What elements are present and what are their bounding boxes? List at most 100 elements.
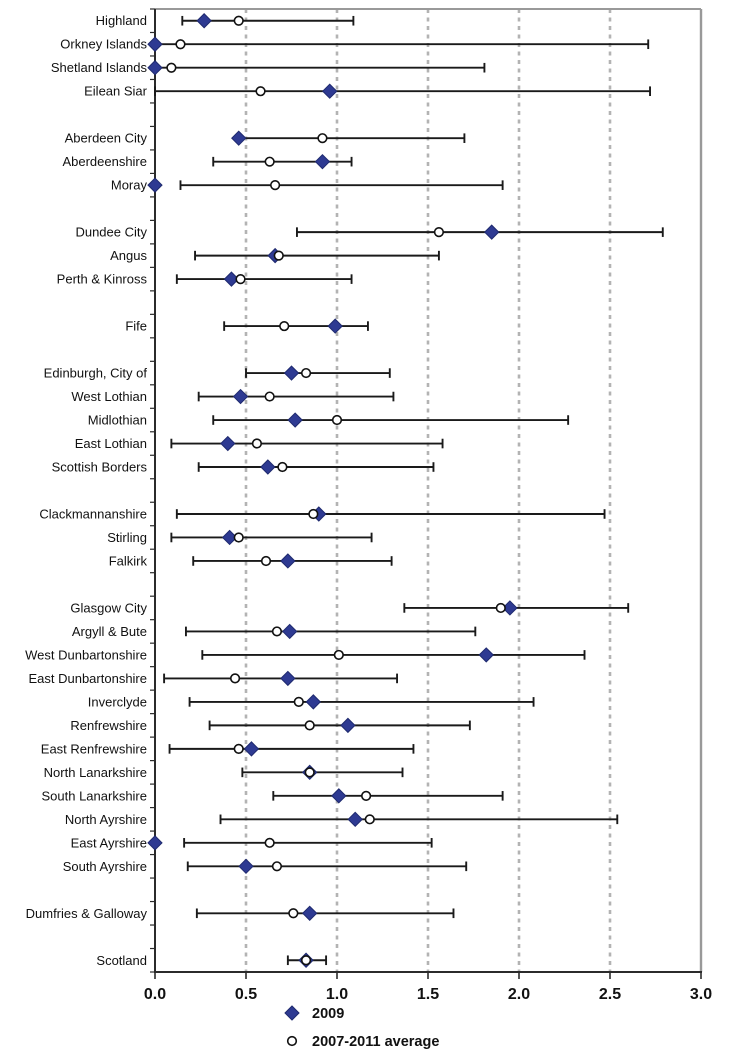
avg-circle-marker <box>333 649 344 661</box>
area-label: Scottish Borders <box>52 460 148 475</box>
area-label: Renfrewshire <box>70 718 147 733</box>
diamond-2009-marker <box>147 36 163 52</box>
data-row: North Lanarkshire <box>44 764 404 781</box>
area-label: Dumfries & Galloway <box>26 906 148 921</box>
data-row: Inverclyde <box>88 694 535 710</box>
avg-circle-marker <box>293 696 304 707</box>
area-label: Fife <box>125 319 147 334</box>
diamond-2009-marker <box>281 623 298 640</box>
area-label: East Renfrewshire <box>41 741 147 756</box>
area-label: Falkirk <box>109 553 148 568</box>
area-label: East Ayrshire <box>71 835 147 850</box>
diamond-2009-marker <box>280 553 296 569</box>
avg-circle-marker <box>233 532 244 543</box>
avg-circle-marker <box>235 274 246 285</box>
diamond-2009-marker <box>283 365 300 381</box>
avg-circle-marker <box>166 62 177 73</box>
diamond-2009-marker <box>238 858 254 875</box>
data-row: Scottish Borders <box>52 459 435 475</box>
diamond-2009-marker <box>340 717 356 734</box>
diamond-2009-marker <box>196 13 212 29</box>
data-row: Dundee City <box>75 224 664 240</box>
diamond-2009-marker <box>301 905 318 921</box>
area-label: Midlothian <box>88 413 147 428</box>
area-label: Highland <box>96 13 147 28</box>
area-label: Perth & Kinross <box>57 272 148 287</box>
area-label: East Dunbartonshire <box>28 671 147 686</box>
avg-circle-marker <box>271 626 283 637</box>
diamond-2009-marker <box>287 412 303 428</box>
data-row: East Ayrshire <box>71 835 433 851</box>
avg-circle-marker <box>271 861 283 872</box>
legend-circle-icon <box>286 1035 298 1047</box>
avg-circle-marker <box>433 227 445 238</box>
area-label: Dundee City <box>75 225 147 240</box>
avg-circle-marker <box>255 86 266 97</box>
avg-circle-marker <box>260 555 272 567</box>
area-label: Argyll & Bute <box>72 624 147 639</box>
data-row: Midlothian <box>88 412 570 428</box>
diamond-2009-marker <box>502 600 518 616</box>
area-label: North Lanarkshire <box>44 765 147 780</box>
legend-label-average: 2007-2011 average <box>312 1034 439 1050</box>
data-row: Shetland Islands <box>51 60 486 76</box>
diamond-2009-marker <box>147 60 163 76</box>
avg-circle-marker <box>277 461 288 473</box>
avg-circle-marker <box>233 743 244 754</box>
diamond-2009-marker <box>483 224 500 240</box>
diamond-2009-marker <box>243 741 260 757</box>
diamond-2009-marker <box>478 647 494 663</box>
area-label: Eilean Siar <box>84 84 148 99</box>
avg-circle-marker <box>273 250 284 261</box>
diamond-2009-marker <box>231 130 247 146</box>
data-row: Fife <box>125 318 369 334</box>
data-row: Moray <box>111 177 504 193</box>
area-label: South Ayrshire <box>63 859 147 874</box>
data-row: Angus <box>110 247 440 264</box>
area-label: Orkney Islands <box>60 37 147 52</box>
legend-label-2009: 2009 <box>312 1006 344 1022</box>
data-row: Aberdeenshire <box>62 153 353 170</box>
avg-circle-marker <box>233 15 244 26</box>
diamond-2009-marker <box>314 153 331 170</box>
data-row: Edinburgh, City of <box>44 365 391 381</box>
avg-circle-marker <box>175 39 186 50</box>
avg-circle-marker <box>304 720 315 731</box>
area-label: Angus <box>110 248 147 263</box>
area-label: Moray <box>111 178 148 193</box>
data-row: West Dunbartonshire <box>25 647 586 663</box>
area-label: Shetland Islands <box>51 60 148 75</box>
area-label: Aberdeenshire <box>62 154 147 169</box>
avg-circle-marker <box>264 391 275 402</box>
data-row: Falkirk <box>109 553 393 569</box>
avg-circle-marker <box>264 837 275 848</box>
area-label: Aberdeen City <box>65 131 148 146</box>
area-label: South Lanarkshire <box>41 788 147 803</box>
area-label: East Lothian <box>75 436 147 451</box>
data-row: East Lothian <box>75 435 444 452</box>
data-row: South Ayrshire <box>63 858 468 875</box>
area-label: Edinburgh, City of <box>44 366 148 381</box>
area-label: North Ayrshire <box>65 812 147 827</box>
data-row: Highland <box>96 13 355 29</box>
data-row: Scotland <box>96 952 328 968</box>
data-row: Clackmannanshire <box>39 506 606 522</box>
avg-circle-marker <box>331 414 343 426</box>
data-row: Argyll & Bute <box>72 623 477 640</box>
x-tick-label: 1.5 <box>417 986 439 1003</box>
avg-circle-marker <box>288 908 299 919</box>
data-row: Eilean Siar <box>84 83 651 99</box>
diamond-2009-marker <box>280 670 296 687</box>
avg-circle-marker <box>364 814 375 825</box>
x-tick-label: 3.0 <box>690 986 712 1003</box>
avg-circle-marker <box>300 955 312 966</box>
data-row: Aberdeen City <box>65 130 466 146</box>
avg-circle-marker <box>300 367 312 379</box>
area-label: Clackmannanshire <box>39 506 147 521</box>
data-row: Glasgow City <box>70 600 630 616</box>
diamond-2009-marker <box>147 835 163 851</box>
area-label: Scotland <box>96 953 147 968</box>
avg-circle-marker <box>279 320 290 332</box>
data-row: North Ayrshire <box>65 811 619 828</box>
